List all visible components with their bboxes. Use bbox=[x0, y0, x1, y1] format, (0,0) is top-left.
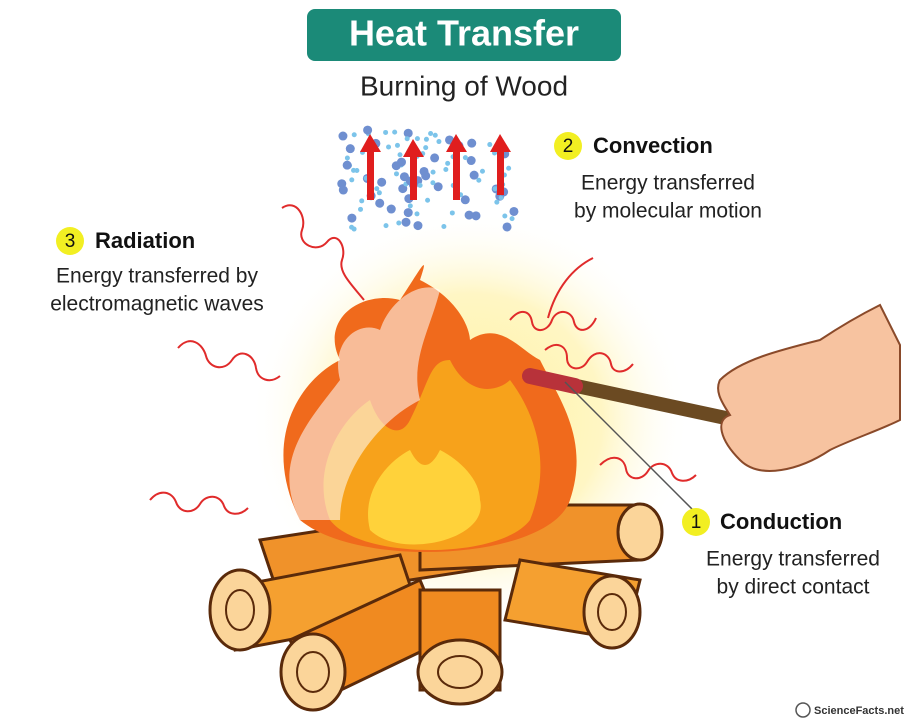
molecule bbox=[467, 138, 477, 148]
label-description: Energy transferred bbox=[706, 548, 880, 571]
molecule bbox=[443, 167, 449, 173]
number-badge bbox=[554, 132, 582, 160]
molecule bbox=[509, 206, 519, 216]
molecule bbox=[445, 160, 451, 166]
molecule bbox=[509, 216, 515, 222]
molecule bbox=[396, 157, 406, 167]
molecule bbox=[363, 125, 373, 135]
molecule bbox=[430, 180, 436, 186]
credit-logo bbox=[795, 702, 811, 718]
number-badge bbox=[682, 508, 710, 536]
molecule bbox=[430, 169, 436, 175]
molecule bbox=[359, 198, 365, 204]
molecule bbox=[338, 131, 348, 141]
molecule bbox=[421, 171, 431, 181]
radiation-label: 3 Radiation Energy transferred by electr… bbox=[50, 227, 264, 316]
molecule bbox=[469, 170, 479, 180]
molecule bbox=[397, 152, 403, 158]
molecule bbox=[393, 171, 399, 177]
molecule bbox=[432, 132, 438, 138]
label-description: by molecular motion bbox=[574, 200, 762, 223]
molecule bbox=[449, 210, 455, 216]
molecule bbox=[494, 199, 500, 205]
molecule bbox=[425, 197, 431, 203]
label-name: Convection bbox=[593, 133, 713, 158]
credit: ScienceFacts.net bbox=[814, 705, 904, 717]
molecule bbox=[417, 182, 423, 188]
molecule bbox=[414, 136, 420, 142]
molecule bbox=[376, 190, 382, 196]
molecule bbox=[386, 204, 396, 214]
title: Heat Transfer bbox=[349, 13, 579, 54]
molecule bbox=[479, 168, 485, 174]
molecule bbox=[375, 198, 385, 208]
molecule bbox=[413, 221, 423, 231]
label-description: electromagnetic waves bbox=[50, 293, 264, 316]
molecule bbox=[349, 177, 355, 183]
number-badge bbox=[56, 227, 84, 255]
label-number: 3 bbox=[65, 231, 76, 252]
molecule bbox=[386, 144, 392, 150]
molecule bbox=[374, 186, 380, 192]
molecule bbox=[414, 211, 420, 217]
molecule bbox=[423, 136, 429, 142]
molecule bbox=[403, 128, 413, 138]
molecule bbox=[492, 186, 498, 192]
molecule bbox=[383, 129, 389, 135]
molecule bbox=[423, 145, 429, 151]
molecule bbox=[407, 203, 413, 209]
molecule bbox=[462, 155, 468, 161]
molecule bbox=[471, 211, 481, 221]
radiation-waves bbox=[149, 204, 697, 515]
subtitle: Burning of Wood bbox=[360, 70, 568, 101]
molecule bbox=[383, 223, 389, 229]
molecule bbox=[404, 136, 410, 142]
molecule bbox=[487, 142, 493, 148]
molecule bbox=[377, 177, 387, 187]
molecule bbox=[433, 182, 443, 192]
molecule bbox=[401, 217, 411, 227]
molecule bbox=[358, 206, 364, 212]
label-number: 2 bbox=[563, 136, 574, 157]
label-name: Conduction bbox=[720, 509, 842, 534]
conduction-label: 1 Conduction Energy transferred by direc… bbox=[682, 508, 880, 599]
molecule bbox=[349, 224, 355, 230]
flames bbox=[283, 265, 577, 553]
molecule bbox=[428, 131, 434, 137]
molecule bbox=[460, 195, 470, 205]
molecule bbox=[342, 160, 352, 170]
molecule bbox=[476, 177, 482, 183]
molecule bbox=[351, 132, 357, 138]
convection-arrows bbox=[360, 134, 511, 200]
molecule bbox=[347, 213, 357, 223]
label-description: Energy transferred bbox=[581, 172, 755, 195]
title-box bbox=[307, 9, 621, 61]
molecule bbox=[392, 129, 398, 135]
label-description: by direct contact bbox=[717, 576, 870, 599]
molecule bbox=[498, 195, 504, 201]
molecule bbox=[502, 213, 508, 219]
label-description: Energy transferred by bbox=[56, 265, 258, 288]
pointer-line bbox=[564, 381, 696, 513]
convection-label: 2 Convection Energy transferred by molec… bbox=[554, 132, 762, 223]
molecule bbox=[464, 210, 474, 220]
molecule bbox=[436, 139, 442, 145]
molecule bbox=[403, 208, 413, 218]
label-number: 1 bbox=[691, 512, 702, 533]
molecule bbox=[502, 222, 512, 232]
molecule bbox=[430, 153, 440, 163]
molecule bbox=[396, 220, 402, 226]
molecule bbox=[506, 165, 512, 171]
molecule bbox=[338, 185, 348, 195]
label-name: Radiation bbox=[95, 228, 195, 253]
molecule bbox=[441, 223, 447, 229]
molecule bbox=[345, 144, 355, 154]
molecule bbox=[344, 155, 350, 161]
hand bbox=[717, 303, 901, 472]
molecule bbox=[466, 156, 476, 166]
molecule bbox=[394, 142, 400, 148]
molecule bbox=[354, 167, 360, 173]
